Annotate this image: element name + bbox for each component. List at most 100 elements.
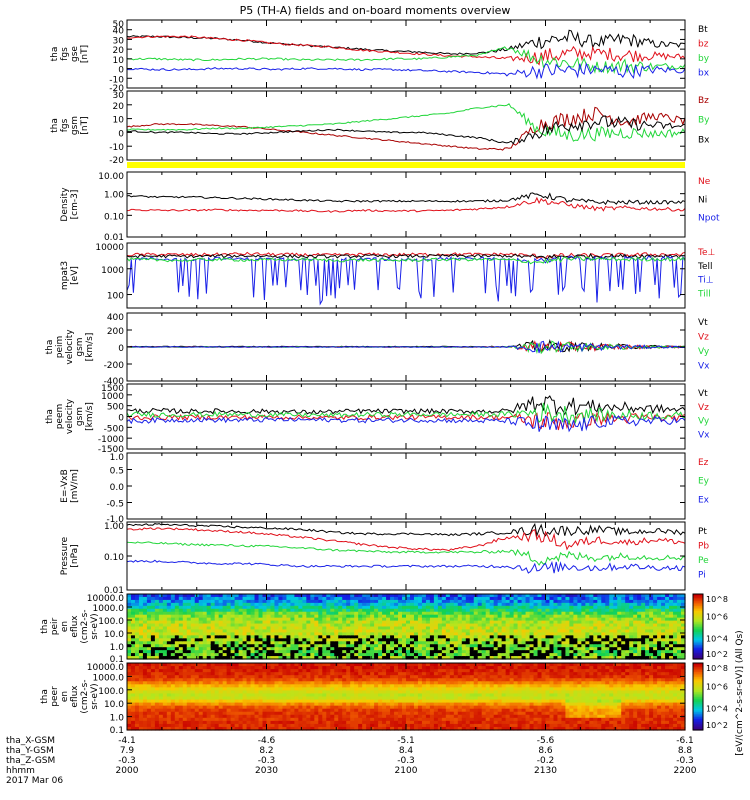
panel-peim bbox=[126, 312, 686, 382]
panel-temp bbox=[126, 242, 686, 309]
series-peem-2 bbox=[126, 402, 686, 426]
xaxis-value: 2200 bbox=[674, 766, 697, 776]
ytick-peim: -400 bbox=[104, 377, 125, 387]
ylabel-pressure: Pressure bbox=[60, 536, 70, 575]
ytick-fgs_gse: 50 bbox=[113, 20, 125, 30]
ylabel-temp: mpat3 bbox=[60, 261, 70, 290]
ytick-fgs_gse: 20 bbox=[113, 46, 125, 56]
colorbar-label: 10^4 bbox=[706, 705, 728, 714]
legend-fgs_gsm-1: By bbox=[698, 116, 710, 126]
panel-density bbox=[126, 171, 686, 238]
ytick-peer: 10000.0 bbox=[87, 663, 124, 673]
panel-efield bbox=[126, 452, 686, 520]
ylabel-density: Density bbox=[60, 187, 70, 222]
xaxis-value: -0.3 bbox=[676, 756, 694, 766]
xaxis-value: 8.4 bbox=[399, 746, 414, 756]
xaxis-value: 8.6 bbox=[538, 746, 553, 756]
ylabel-peer: peer bbox=[50, 686, 60, 707]
series-fgs_gsm-2 bbox=[126, 115, 686, 145]
legend-pressure-2: Pe bbox=[698, 556, 709, 566]
frame-density bbox=[126, 171, 686, 238]
ytick-efield: -0.5 bbox=[106, 500, 124, 510]
legend-pressure-0: Pt bbox=[698, 527, 707, 537]
legend-temp-1: Tell bbox=[697, 262, 713, 272]
legend-peim-1: Vz bbox=[698, 333, 709, 343]
ylabel-peim: velocity bbox=[65, 329, 75, 365]
status-bar bbox=[127, 162, 685, 168]
ytick-pressure: 0.10 bbox=[104, 553, 124, 563]
xaxis-value: 2130 bbox=[534, 766, 557, 776]
ylabel-peer: tha bbox=[40, 689, 50, 704]
ylabel-peir: peir bbox=[50, 617, 60, 635]
ytick-peem: 1500 bbox=[101, 384, 124, 394]
ytick-temp: 1000 bbox=[101, 266, 124, 276]
legend-density-2: Npot bbox=[698, 214, 720, 224]
frame-efield bbox=[126, 452, 686, 520]
ytick-fgs_gsm: 10 bbox=[113, 116, 125, 126]
legend-temp-2: Ti⊥ bbox=[697, 276, 714, 286]
series-pressure-3 bbox=[126, 559, 686, 574]
ylabel-peim: [km/s] bbox=[85, 333, 95, 362]
colorbar-label: 10^2 bbox=[706, 650, 728, 659]
ytick-peer: 10.0 bbox=[104, 700, 124, 710]
ytick-fgs_gse: 10 bbox=[113, 56, 125, 66]
series-temp-2 bbox=[126, 255, 686, 306]
colorbar-label: 10^6 bbox=[706, 613, 728, 622]
ylabel-peir: sr-eV) bbox=[90, 613, 100, 639]
ylabel-peim: tha bbox=[45, 340, 55, 355]
series-pressure-0 bbox=[126, 522, 686, 538]
ylabel-peer: en bbox=[60, 691, 70, 702]
ylabel-peer: eflux bbox=[70, 685, 80, 708]
xaxis-row-label: tha_Z-GSM bbox=[6, 756, 55, 766]
xaxis-value: -6.1 bbox=[676, 736, 694, 746]
ytick-fgs_gsm: 30 bbox=[113, 91, 125, 101]
ytick-peer: 100.0 bbox=[98, 687, 124, 697]
series-fgs_gse-2 bbox=[126, 46, 686, 75]
xaxis-value: 8.8 bbox=[678, 746, 693, 756]
xaxis-value: -5.6 bbox=[537, 736, 555, 746]
series-peem-1 bbox=[126, 411, 686, 431]
xaxis-value: -4.6 bbox=[258, 736, 276, 746]
series-density-1 bbox=[126, 192, 686, 206]
panel-peir bbox=[126, 593, 704, 660]
ytick-density: 0.01 bbox=[104, 233, 124, 243]
legend-peem-3: Vx bbox=[698, 430, 710, 440]
legend-efield-0: Ez bbox=[698, 458, 709, 468]
panel-pressure bbox=[126, 521, 686, 591]
legend-fgs_gsm-0: Bz bbox=[698, 96, 709, 106]
series-fgs_gsm-1 bbox=[126, 103, 686, 142]
ytick-efield: 1.0 bbox=[110, 453, 125, 463]
colorbar-label: 10^2 bbox=[706, 721, 728, 730]
colorbar-label: 10^8 bbox=[706, 664, 728, 673]
ytick-fgs_gse: -10 bbox=[109, 75, 124, 85]
ylabel-peer: (cm2-s- bbox=[80, 679, 90, 713]
legend-peem-0: Vt bbox=[698, 389, 708, 399]
colorbar-peir bbox=[692, 593, 704, 660]
ytick-peir: 10000.0 bbox=[87, 594, 124, 604]
xaxis-row-label: tha_X-GSM bbox=[6, 736, 55, 746]
series-peim-3 bbox=[126, 340, 686, 354]
series-fgs_gse-0 bbox=[126, 29, 686, 56]
series-pressure-1 bbox=[126, 527, 686, 552]
legend-efield-2: Ex bbox=[698, 495, 710, 505]
series-fgs_gse-1 bbox=[126, 35, 686, 66]
xaxis-row-label: tha_Y-GSM bbox=[6, 746, 54, 756]
ytick-fgs_gse: 30 bbox=[113, 36, 125, 46]
legend-temp-0: Te⊥ bbox=[697, 248, 716, 258]
legend-density-0: Ne bbox=[698, 177, 711, 187]
ylabel-density: [cm-3] bbox=[70, 190, 80, 220]
ytick-peir: 1000.0 bbox=[93, 604, 125, 614]
frame-temp bbox=[126, 242, 686, 309]
colorbar-label: 10^6 bbox=[706, 682, 728, 691]
ylabel-peem: peem bbox=[55, 404, 65, 430]
xaxis-value: 7.9 bbox=[120, 746, 135, 756]
legend-fgs_gse-1: bz bbox=[698, 40, 709, 50]
ytick-pressure: 1.00 bbox=[104, 522, 124, 532]
legend-peem-2: Vy bbox=[698, 417, 710, 427]
series-fgs_gse-3 bbox=[126, 62, 686, 80]
legend-peim-3: Vx bbox=[698, 362, 710, 372]
ytick-peir: 100.0 bbox=[98, 617, 124, 627]
legend-temp-3: Till bbox=[697, 289, 711, 299]
ytick-fgs_gsm: 20 bbox=[113, 102, 125, 112]
